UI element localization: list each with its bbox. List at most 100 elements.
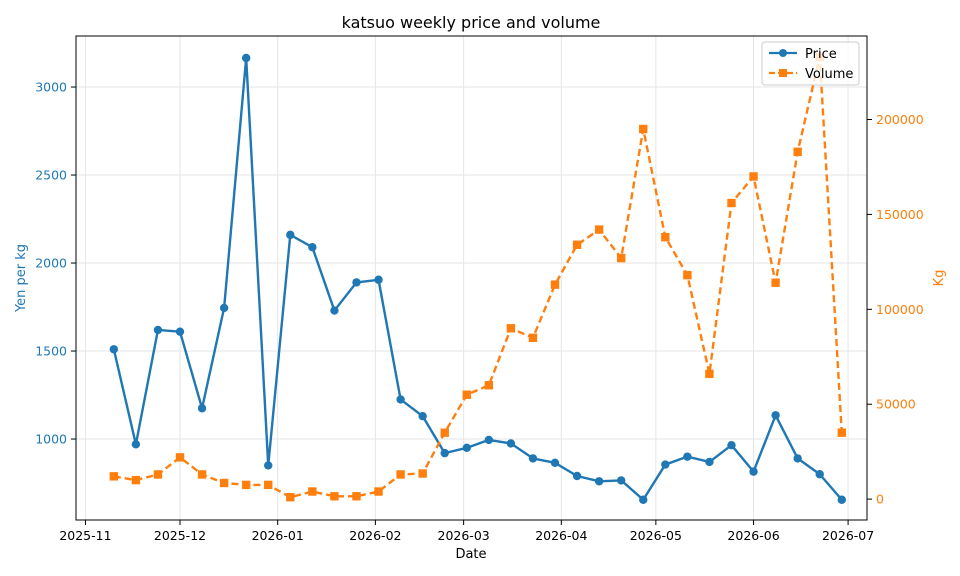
price-point [705, 457, 714, 467]
x-tick-label: 2026-07 [822, 528, 874, 543]
axes-layer: 2025-11 2025-12 2026-01 2026-02 2026-03 2026-… [35, 80, 924, 543]
y-tick-label: 2500 [35, 168, 67, 183]
price-point [616, 476, 626, 485]
price-point [550, 458, 560, 467]
volume-point [616, 253, 626, 263]
price-point [793, 454, 802, 463]
price-point [440, 448, 449, 458]
volume-point [837, 428, 846, 437]
price-point [286, 230, 295, 240]
series-line-price [112, 56, 843, 501]
y-tick-label: 1500 [35, 344, 67, 359]
x-tick-label: 2026-01 [252, 528, 304, 543]
price-point [661, 460, 670, 469]
x-axis-label: Date [455, 547, 486, 562]
y-tick-label: 2000 [35, 256, 67, 271]
volume-point [330, 492, 339, 501]
volume-point [661, 232, 670, 242]
volume-point [308, 487, 317, 496]
volume-point [175, 453, 185, 462]
volume-point [639, 124, 648, 134]
volume-point [528, 333, 538, 342]
price-point [308, 243, 317, 252]
plot-frame [75, 35, 868, 521]
volume-point [440, 428, 449, 437]
series-line-volume [113, 55, 843, 499]
price-point [109, 345, 119, 354]
x-tick-label: 2025-12 [154, 528, 206, 543]
price-point [484, 435, 494, 445]
volume-point [594, 225, 604, 234]
x-tick-label: 2026-03 [438, 528, 490, 543]
legend-price-label: Price [805, 47, 837, 62]
x-tick-label: 2026-05 [630, 528, 682, 543]
volume-point [286, 493, 295, 502]
x-tick-label: 2026-04 [535, 528, 587, 543]
volume-point [197, 470, 207, 479]
price-point [506, 439, 516, 448]
price-point [418, 411, 427, 421]
volume-point [771, 278, 780, 287]
price-point [396, 395, 405, 404]
price-point [374, 275, 383, 284]
price-point [594, 477, 604, 486]
legend-volume-marker [779, 69, 787, 77]
y-tick-label: 3000 [35, 80, 67, 95]
chart-title: katsuo weekly price and volume [342, 13, 601, 32]
legend: Price Volume [761, 41, 860, 86]
volume-point [793, 147, 802, 156]
price-point [837, 495, 846, 504]
legend-price-marker [779, 49, 787, 57]
volume-point [374, 487, 383, 496]
price-point [197, 404, 207, 413]
y2-tick-label: 100000 [876, 302, 924, 317]
price-point [330, 306, 339, 315]
price-point [241, 53, 251, 63]
price-point [175, 327, 185, 336]
volume-point [683, 270, 692, 280]
volume-point [219, 478, 229, 488]
y2-tick-label: 150000 [876, 207, 924, 222]
price-point [639, 495, 648, 504]
volume-point [749, 172, 758, 181]
price-point [749, 467, 758, 476]
price-point [352, 278, 361, 287]
series-layer [109, 52, 846, 504]
price-point [131, 440, 141, 449]
price-point [683, 452, 692, 461]
y2-tick-label: 0 [876, 492, 884, 507]
volume-point [506, 324, 516, 333]
volume-point [727, 198, 736, 208]
price-point [264, 461, 273, 470]
volume-point [241, 480, 251, 490]
volume-point [484, 381, 494, 390]
y2-tick-label: 50000 [876, 397, 916, 412]
volume-point [131, 475, 141, 485]
volume-point [264, 480, 273, 490]
price-point [572, 471, 582, 481]
y2-tick-label: 200000 [876, 112, 924, 127]
price-point [153, 325, 163, 335]
x-tick-label: 2026-02 [349, 528, 401, 543]
price-point [815, 470, 824, 479]
volume-point [352, 492, 361, 501]
volume-point [109, 472, 119, 481]
price-point [462, 443, 471, 453]
y-axis-label: Yen per kg [14, 244, 29, 313]
legend-volume-label: Volume [805, 67, 853, 82]
y2-axis-label: Kg [932, 270, 947, 287]
volume-point [705, 369, 714, 379]
volume-point [396, 470, 405, 479]
volume-point [572, 240, 582, 249]
price-point [219, 303, 229, 313]
volume-point [418, 469, 427, 478]
x-tick-label: 2025-11 [59, 528, 111, 543]
volume-point [550, 280, 560, 289]
price-point [771, 411, 780, 420]
volume-point [153, 470, 163, 479]
grid-lines [76, 36, 867, 520]
price-point [528, 454, 538, 463]
x-tick-label: 2026-06 [727, 528, 779, 543]
